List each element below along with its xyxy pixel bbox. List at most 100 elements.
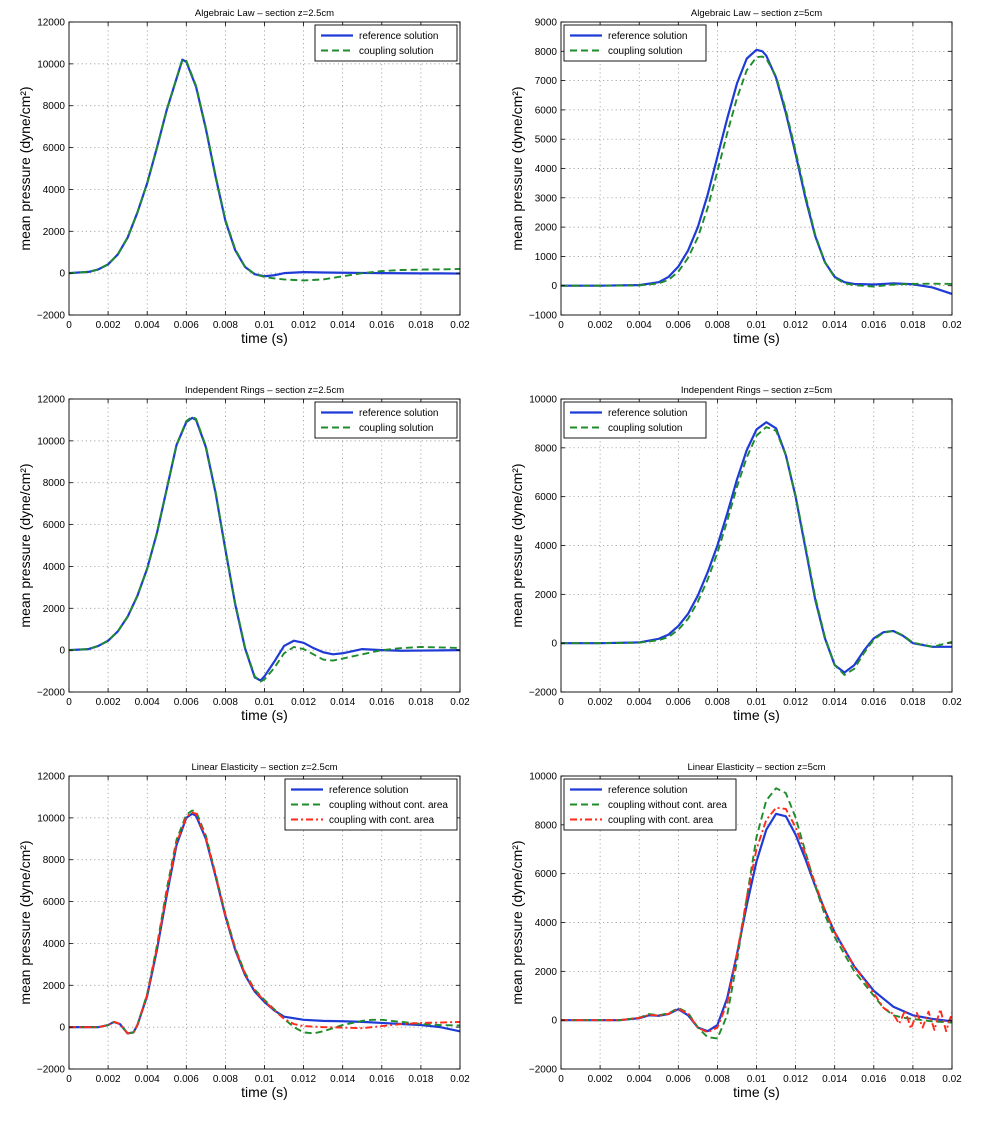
y-tick-label: 4000 xyxy=(535,541,558,552)
x-tick-label: 0.016 xyxy=(861,1074,886,1085)
y-tick-label: 0 xyxy=(551,1016,557,1027)
y-tick-label: 8000 xyxy=(535,443,558,454)
panel-elasticity-2-5cm: 0 0.002 0.004 0.006 0.008 0.01 0.012 0.014 0.016… xyxy=(0,754,492,1131)
y-tick-label: 10000 xyxy=(37,436,65,447)
x-tick-label: 0.012 xyxy=(783,320,808,331)
legend-label: reference solution xyxy=(359,31,439,42)
x-tick-label: 0.01 xyxy=(255,1074,275,1085)
legend-label: coupling solution xyxy=(359,423,434,434)
series-group xyxy=(561,787,952,1040)
legend-label: coupling solution xyxy=(359,46,434,57)
chart-title: Independent Rings – section z=5cm xyxy=(681,385,832,396)
y-tick-label: 2000 xyxy=(43,227,66,238)
x-tick-label: 0.004 xyxy=(627,697,652,708)
x-axis-label: time (s) xyxy=(733,707,780,723)
x-tick-label: 0.016 xyxy=(369,697,394,708)
legend-box xyxy=(563,24,707,62)
x-tick-label: 0.012 xyxy=(783,1074,808,1085)
chart-title: Algebraic Law – section z=5cm xyxy=(691,8,822,19)
series-group xyxy=(561,48,952,295)
series-line-coupling xyxy=(69,415,460,683)
y-tick-label: −2000 xyxy=(37,1065,66,1076)
y-tick-label: 2000 xyxy=(535,967,558,978)
x-tick-label: 0.02 xyxy=(450,320,470,331)
y-axis-label: mean pressure (dyne/cm²) xyxy=(17,86,33,250)
panel-rings-5cm: 0 0.002 0.004 0.006 0.008 0.01 0.012 0.014 0.016… xyxy=(492,377,984,754)
y-tick-label: 6000 xyxy=(535,492,558,503)
x-tick-label: 0 xyxy=(66,320,72,331)
x-tick-label: 0.008 xyxy=(705,320,730,331)
chart-title: Independent Rings – section z=2.5cm xyxy=(185,385,344,396)
y-tick-label: 2000 xyxy=(535,223,558,234)
legend-label: reference solution xyxy=(608,785,688,796)
legend: reference solution coupling solution xyxy=(314,24,458,62)
series-line-reference xyxy=(561,48,952,295)
x-tick-label: 0.002 xyxy=(96,1074,121,1085)
legend-label: coupling solution xyxy=(608,423,683,434)
y-tick-label: 10000 xyxy=(37,813,65,824)
y-tick-label: 12000 xyxy=(37,772,65,783)
y-tick-label: 12000 xyxy=(37,395,65,406)
y-tick-label: 4000 xyxy=(43,939,66,950)
x-tick-label: 0.014 xyxy=(330,320,355,331)
x-tick-label: 0.008 xyxy=(213,320,238,331)
chart-svg: 0 0.002 0.004 0.006 0.008 0.01 0.012 0.014 0.016… xyxy=(17,385,470,723)
series-group xyxy=(69,415,460,683)
x-axis-label: time (s) xyxy=(733,1084,780,1100)
series-line-reference xyxy=(69,58,460,278)
x-tick-label: 0.002 xyxy=(588,1074,613,1085)
y-axis-label: mean pressure (dyne/cm²) xyxy=(509,463,525,627)
x-tick-label: 0.014 xyxy=(822,697,847,708)
x-tick-label: 0.014 xyxy=(330,697,355,708)
legend-label: coupling solution xyxy=(608,46,683,57)
chart-svg: 0 0.002 0.004 0.006 0.008 0.01 0.012 0.014 0.016… xyxy=(509,8,962,346)
y-tick-label: 8000 xyxy=(535,47,558,58)
x-tick-label: 0.006 xyxy=(666,320,691,331)
y-tick-label: 3000 xyxy=(535,193,558,204)
x-tick-label: 0.004 xyxy=(135,697,160,708)
x-tick-label: 0.006 xyxy=(666,1074,691,1085)
series-group xyxy=(561,421,952,676)
series-line-coupling xyxy=(69,58,460,282)
y-axis-label: mean pressure (dyne/cm²) xyxy=(17,840,33,1004)
x-tick-label: 0.014 xyxy=(822,320,847,331)
x-axis-label: time (s) xyxy=(241,1084,288,1100)
x-tick-label: 0.004 xyxy=(627,320,652,331)
series-group xyxy=(69,809,460,1035)
series-line-coupling xyxy=(561,426,952,676)
x-tick-label: 0.02 xyxy=(942,320,962,331)
y-tick-label: 10000 xyxy=(37,59,65,70)
chart-svg: 0 0.002 0.004 0.006 0.008 0.01 0.012 0.014 0.016… xyxy=(509,385,962,723)
y-tick-label: 4000 xyxy=(535,164,558,175)
legend: reference solution coupling solution xyxy=(563,401,707,439)
y-tick-label: −2000 xyxy=(529,688,558,699)
x-tick-label: 0.018 xyxy=(408,1074,433,1085)
axes-frame xyxy=(68,21,461,316)
y-tick-label: 9000 xyxy=(535,18,558,29)
legend-box xyxy=(563,401,707,439)
legend: reference solution coupling without cont.… xyxy=(563,778,737,831)
x-tick-label: 0.008 xyxy=(213,1074,238,1085)
chart-title: Linear Elasticity – section z=5cm xyxy=(687,762,825,773)
panel-rings-2-5cm: 0 0.002 0.004 0.006 0.008 0.01 0.012 0.014 0.016… xyxy=(0,377,492,754)
legend: reference solution coupling solution xyxy=(563,24,707,62)
x-axis-label: time (s) xyxy=(241,330,288,346)
x-tick-label: 0.016 xyxy=(369,320,394,331)
x-tick-label: 0.016 xyxy=(861,697,886,708)
y-tick-label: 1000 xyxy=(535,252,558,263)
x-tick-label: 0 xyxy=(558,320,564,331)
x-tick-label: 0.018 xyxy=(408,697,433,708)
x-tick-label: 0.012 xyxy=(291,697,316,708)
y-tick-label: 7000 xyxy=(535,76,558,87)
y-axis-label: mean pressure (dyne/cm²) xyxy=(509,86,525,250)
x-tick-label: 0.008 xyxy=(705,697,730,708)
legend-label: coupling with cont. area xyxy=(608,815,714,826)
y-tick-label: 2000 xyxy=(43,981,66,992)
x-tick-label: 0.006 xyxy=(174,320,199,331)
y-tick-label: 0 xyxy=(551,281,557,292)
y-tick-label: 0 xyxy=(59,646,65,657)
x-tick-label: 0.002 xyxy=(588,320,613,331)
x-tick-label: 0.02 xyxy=(942,697,962,708)
y-tick-label: 8000 xyxy=(43,101,66,112)
x-axis-label: time (s) xyxy=(733,330,780,346)
